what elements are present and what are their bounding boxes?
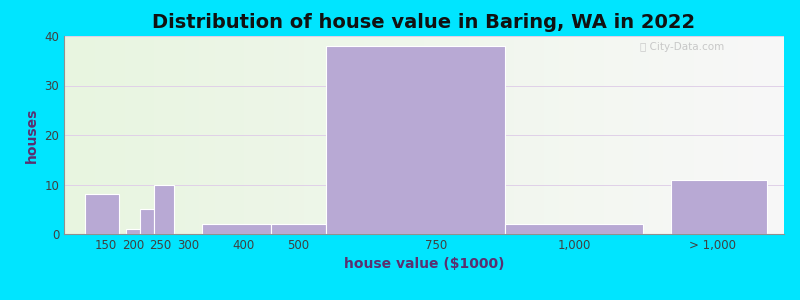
- Bar: [140, 209, 154, 234]
- Bar: [271, 224, 326, 234]
- Bar: [506, 224, 643, 234]
- Bar: [202, 224, 271, 234]
- Y-axis label: houses: houses: [25, 107, 38, 163]
- X-axis label: house value ($1000): house value ($1000): [344, 257, 504, 272]
- Bar: [85, 194, 119, 234]
- Text: ⓘ City-Data.com: ⓘ City-Data.com: [640, 42, 724, 52]
- Bar: [671, 179, 767, 234]
- Bar: [126, 229, 140, 234]
- Bar: [154, 184, 174, 234]
- Title: Distribution of house value in Baring, WA in 2022: Distribution of house value in Baring, W…: [153, 13, 695, 32]
- Bar: [326, 46, 506, 234]
